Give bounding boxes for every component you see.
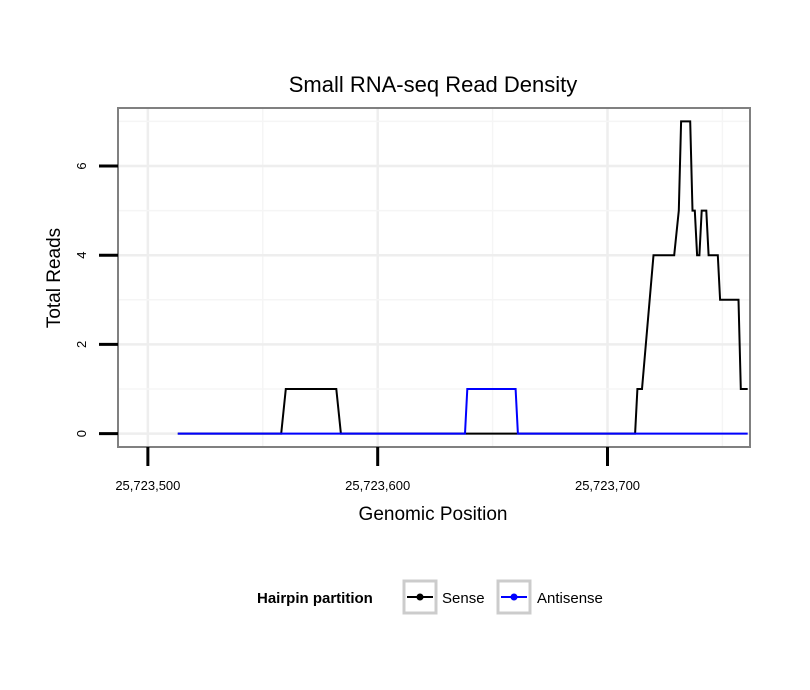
legend-item-sense: Sense [402,579,485,615]
x-tick-label: 25,723,600 [345,478,410,493]
y-tick-label: 0 [74,430,89,437]
y-tick-label: 2 [74,341,89,348]
x-axis-title: Genomic Position [359,504,508,525]
x-tick-label: 25,723,500 [115,478,180,493]
legend-key-point [416,593,424,601]
legend-label: Sense [442,590,485,607]
grid [118,108,750,447]
series-layer [177,120,748,435]
legend-key-point [510,593,518,601]
x-tick-label: 25,723,700 [575,478,640,493]
y-tick-label: 6 [74,162,89,169]
legend-label: Antisense [537,590,603,607]
x-axis: 25,723,500 25,723,600 25,723,700 [115,447,640,493]
legend-items: Sense Antisense [402,579,603,615]
plot-panel [118,108,750,447]
y-axis: 0 2 4 6 [74,162,118,437]
legend: Hairpin partition Sense Antisense [257,579,603,615]
chart-title: Small RNA-seq Read Density [289,72,578,97]
legend-item-antisense: Antisense [496,579,603,615]
plot-border [117,107,751,448]
series-line-antisense [177,388,748,435]
legend-title: Hairpin partition [257,590,373,607]
y-axis-title: Total Reads [44,228,65,328]
y-tick-label: 4 [74,252,89,259]
